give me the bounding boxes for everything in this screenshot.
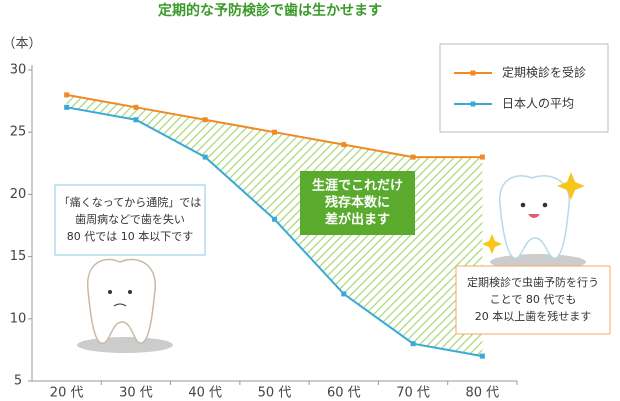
- x-tick-label: 30 代: [119, 386, 153, 401]
- legend-marker: [470, 101, 476, 107]
- x-tick-label: 40 代: [188, 386, 222, 401]
- point: [479, 154, 485, 160]
- y-tick-label: 15: [10, 249, 27, 264]
- left-note-box: [54, 184, 206, 256]
- y-unit: （本）: [2, 37, 41, 52]
- center-note-text: 生涯でこれだけ: [312, 178, 403, 194]
- y-tick-label: 20: [10, 187, 27, 202]
- point: [202, 154, 208, 160]
- point: [272, 129, 277, 135]
- right-note-text: ことで 80 代でも: [490, 293, 577, 306]
- x-tick-label: 70 代: [396, 386, 430, 401]
- point: [410, 154, 416, 160]
- legend-label: 日本人の平均: [502, 97, 574, 111]
- point: [341, 291, 347, 297]
- difference-area: [205, 119, 275, 220]
- y-tick-label: 30: [10, 63, 27, 78]
- difference-area: [135, 107, 206, 158]
- x-tick-label: 80 代: [466, 386, 500, 401]
- point: [410, 341, 416, 347]
- left-note-text: 歯周病などで歯を失い: [75, 212, 185, 226]
- legend-label: 定期検診を受診: [502, 65, 586, 80]
- y-tick-label: 25: [10, 125, 27, 140]
- right-note-box: [455, 265, 611, 335]
- point: [133, 104, 139, 110]
- center-note-box: [300, 171, 415, 235]
- x-tick-label: 60 代: [327, 386, 361, 401]
- legend-box: [439, 43, 609, 133]
- center-note-text: 残存本数に: [325, 195, 390, 211]
- y-tick-label: 5: [14, 374, 22, 389]
- sad-tooth: [77, 258, 173, 353]
- left-note-text: 「痛くなってから通院」では: [59, 195, 201, 209]
- point: [202, 117, 208, 123]
- point: [133, 117, 139, 123]
- happy-tooth: [482, 172, 586, 270]
- point: [64, 92, 70, 98]
- y-tick-label: 10: [10, 311, 27, 326]
- chart-title: 定期的な予防検診で歯は生かせます: [158, 2, 382, 19]
- legend-marker: [470, 70, 476, 76]
- center-note-text: 差が出ます: [325, 212, 390, 228]
- right-note-text: 定期検診で虫歯予防を行う: [467, 275, 599, 289]
- x-tick-label: 20 代: [50, 386, 84, 401]
- difference-area: [66, 94, 136, 120]
- right-note-text: 20 本以上歯を残せます: [475, 309, 592, 323]
- x-tick-label: 50 代: [258, 386, 292, 401]
- left-note-text: 80 代では 10 本以下です: [67, 229, 193, 243]
- point: [479, 353, 485, 359]
- point: [341, 142, 347, 148]
- point: [272, 216, 277, 222]
- point: [64, 104, 70, 110]
